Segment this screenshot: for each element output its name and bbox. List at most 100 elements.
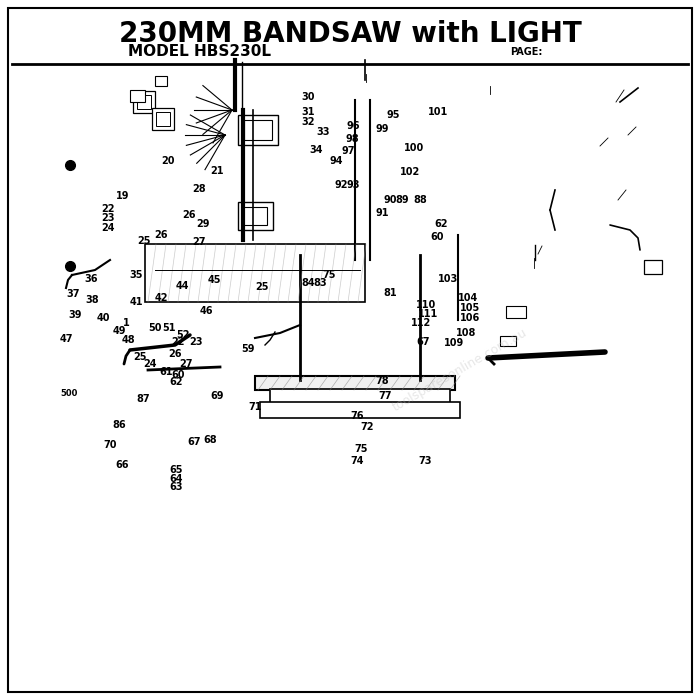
Text: 500: 500 [60, 389, 77, 398]
Text: 63: 63 [169, 482, 183, 492]
Text: 230MM BANDSAW with LIGHT: 230MM BANDSAW with LIGHT [118, 20, 582, 48]
Text: 101: 101 [428, 107, 448, 117]
Text: 36: 36 [84, 274, 98, 284]
Text: 94: 94 [329, 156, 343, 166]
Text: 83: 83 [314, 278, 328, 288]
Bar [156, 112, 170, 126]
Circle shape [206, 282, 214, 290]
Bar [133, 91, 155, 113]
Text: 88: 88 [413, 195, 427, 205]
Text: 22: 22 [102, 204, 116, 214]
Text: 77: 77 [378, 391, 392, 401]
Bar [137, 95, 151, 109]
Text: MODEL HBS230L: MODEL HBS230L [128, 45, 271, 60]
Text: 22: 22 [172, 337, 186, 346]
Text: 66: 66 [116, 461, 130, 470]
Text: 71: 71 [248, 402, 262, 412]
Circle shape [518, 128, 542, 152]
Text: 26: 26 [154, 230, 168, 239]
Circle shape [236, 376, 244, 384]
Ellipse shape [295, 110, 425, 250]
Text: 95: 95 [386, 110, 400, 120]
Bar [238, 115, 278, 145]
Circle shape [485, 80, 495, 90]
Circle shape [306, 282, 314, 290]
Text: 84: 84 [301, 278, 315, 288]
Text: 103: 103 [438, 274, 458, 284]
Circle shape [486, 90, 494, 98]
Text: 92: 92 [335, 180, 349, 190]
Circle shape [494, 169, 506, 181]
Text: 50: 50 [148, 323, 162, 332]
Circle shape [166, 282, 174, 290]
Bar [644, 260, 662, 274]
Text: 49: 49 [113, 326, 127, 336]
Text: 112: 112 [412, 318, 431, 328]
Circle shape [483, 159, 497, 173]
Text: 68: 68 [203, 435, 217, 444]
Text: 26: 26 [182, 210, 196, 220]
Ellipse shape [480, 288, 540, 323]
Circle shape [530, 253, 540, 263]
Bar [155, 76, 167, 86]
Text: 23: 23 [189, 337, 203, 346]
Text: 96: 96 [346, 121, 360, 131]
Text: 73: 73 [419, 456, 433, 466]
Bar [270, 389, 450, 404]
Text: 106: 106 [461, 313, 480, 323]
Circle shape [634, 83, 642, 91]
Bar [145, 244, 365, 302]
Text: 110: 110 [416, 300, 435, 310]
Text: 20: 20 [161, 156, 175, 166]
Text: 39: 39 [69, 310, 83, 320]
Circle shape [521, 161, 539, 179]
Text: 69: 69 [210, 391, 224, 401]
Circle shape [487, 115, 493, 121]
Text: 75: 75 [354, 444, 368, 454]
Ellipse shape [564, 176, 636, 244]
Ellipse shape [584, 195, 616, 225]
Text: 90: 90 [384, 195, 398, 205]
Text: 76: 76 [350, 411, 364, 421]
Circle shape [236, 396, 244, 404]
Circle shape [361, 68, 371, 78]
Text: 60: 60 [430, 232, 444, 242]
Text: 78: 78 [375, 376, 389, 386]
Circle shape [360, 86, 370, 96]
Text: 28: 28 [193, 184, 206, 194]
Text: 91: 91 [375, 208, 389, 218]
Circle shape [507, 122, 517, 132]
Ellipse shape [621, 263, 635, 273]
Text: 33: 33 [316, 127, 330, 136]
Text: 99: 99 [375, 124, 389, 134]
Circle shape [501, 115, 511, 125]
Text: 40: 40 [97, 313, 111, 323]
Text: 31: 31 [301, 107, 315, 117]
Text: 75: 75 [322, 270, 336, 280]
Circle shape [361, 96, 369, 104]
Text: 87: 87 [136, 394, 150, 404]
Text: 67: 67 [416, 337, 430, 346]
Text: 89: 89 [395, 195, 409, 205]
Circle shape [362, 84, 370, 92]
Text: 51: 51 [162, 323, 176, 332]
Text: 104: 104 [458, 293, 477, 302]
Text: 111: 111 [419, 309, 438, 318]
Ellipse shape [82, 264, 98, 276]
Circle shape [341, 282, 349, 290]
Circle shape [217, 127, 233, 143]
Text: 52: 52 [176, 330, 190, 340]
Text: 86: 86 [112, 420, 126, 430]
Text: 44: 44 [175, 281, 189, 290]
Bar [244, 120, 272, 140]
Text: 74: 74 [350, 456, 364, 466]
Bar [152, 108, 174, 130]
Circle shape [359, 76, 371, 88]
Text: 60: 60 [172, 370, 186, 380]
Text: toolsparesonline.com.au: toolsparesonline.com.au [391, 326, 530, 414]
Text: 109: 109 [444, 338, 463, 348]
Circle shape [501, 130, 511, 140]
Text: 46: 46 [199, 306, 213, 316]
Circle shape [514, 154, 546, 186]
Bar [255, 376, 455, 390]
